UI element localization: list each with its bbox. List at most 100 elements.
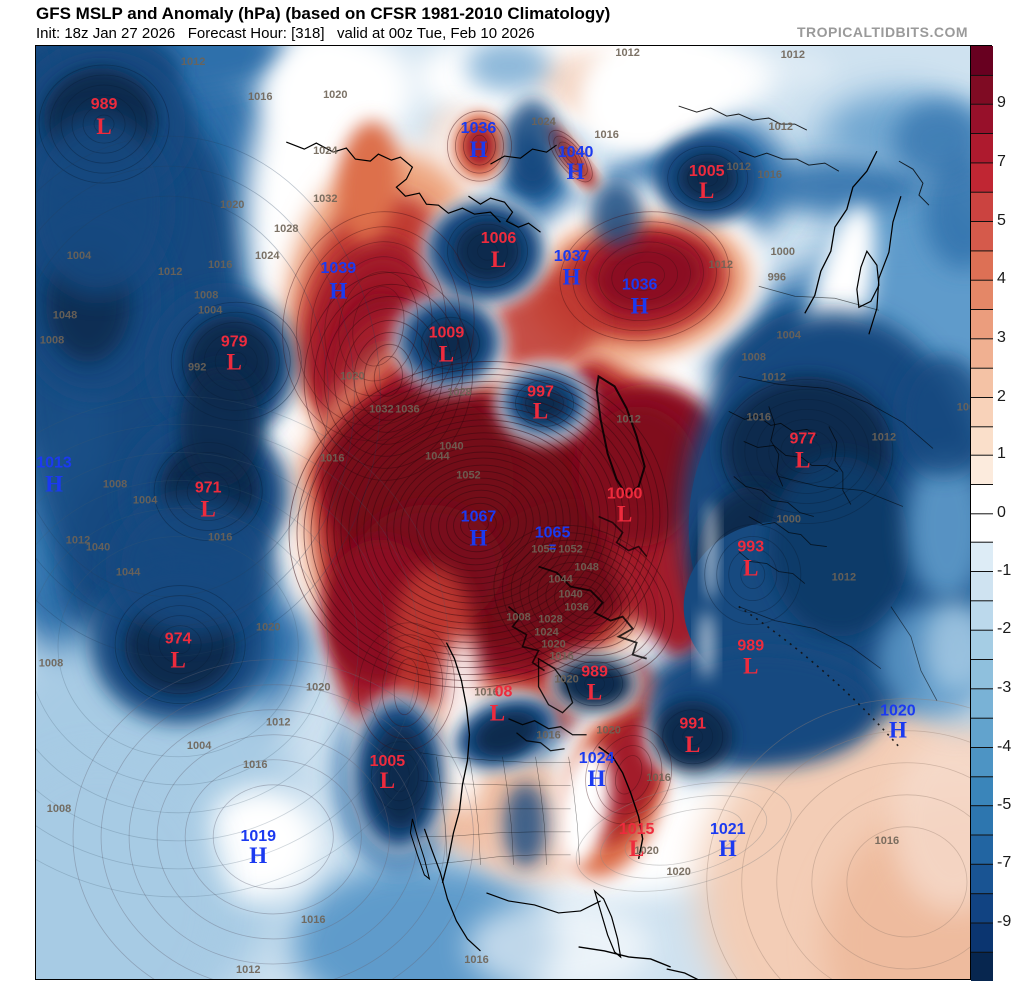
svg-text:1008: 1008 bbox=[39, 658, 63, 670]
svg-text:1040: 1040 bbox=[86, 542, 110, 554]
svg-text:H: H bbox=[45, 470, 63, 496]
svg-text:L: L bbox=[795, 446, 810, 472]
svg-text:1008: 1008 bbox=[40, 334, 64, 346]
svg-text:1032: 1032 bbox=[313, 193, 337, 205]
svg-text:1004: 1004 bbox=[133, 494, 158, 506]
svg-text:1008: 1008 bbox=[742, 351, 766, 363]
svg-text:1012: 1012 bbox=[832, 572, 856, 584]
svg-text:1039: 1039 bbox=[321, 260, 357, 277]
svg-text:1012: 1012 bbox=[615, 47, 639, 59]
svg-text:1006: 1006 bbox=[481, 230, 517, 247]
svg-text:1012: 1012 bbox=[769, 121, 793, 133]
svg-text:1016: 1016 bbox=[536, 730, 560, 742]
svg-text:L: L bbox=[227, 348, 242, 374]
svg-text:1016: 1016 bbox=[549, 651, 573, 663]
svg-text:1016: 1016 bbox=[208, 259, 232, 271]
svg-text:1008: 1008 bbox=[103, 478, 127, 490]
svg-text:1009: 1009 bbox=[429, 324, 465, 341]
svg-text:1020: 1020 bbox=[596, 725, 620, 737]
svg-text:1040: 1040 bbox=[558, 144, 594, 161]
svg-text:1012: 1012 bbox=[872, 431, 896, 443]
svg-text:L: L bbox=[490, 700, 505, 726]
svg-text:979: 979 bbox=[221, 333, 248, 350]
svg-text:1012: 1012 bbox=[158, 266, 182, 278]
svg-text:L: L bbox=[170, 647, 185, 673]
svg-text:1012: 1012 bbox=[236, 964, 260, 976]
svg-text:1028: 1028 bbox=[274, 223, 298, 235]
svg-text:1020: 1020 bbox=[554, 674, 578, 686]
svg-text:1004: 1004 bbox=[777, 329, 802, 341]
svg-text:1016: 1016 bbox=[243, 759, 267, 771]
svg-text:1024: 1024 bbox=[313, 145, 338, 157]
svg-text:1012: 1012 bbox=[66, 535, 90, 547]
svg-text:1012: 1012 bbox=[181, 56, 205, 68]
svg-text:1020: 1020 bbox=[634, 845, 658, 857]
svg-text:1013: 1013 bbox=[36, 454, 72, 471]
svg-text:1004: 1004 bbox=[198, 304, 223, 316]
svg-text:1024: 1024 bbox=[255, 250, 280, 262]
svg-text:1020: 1020 bbox=[306, 682, 330, 694]
svg-text:L: L bbox=[629, 835, 644, 861]
svg-text:1004: 1004 bbox=[67, 250, 92, 262]
svg-text:H: H bbox=[588, 765, 606, 791]
svg-text:1016: 1016 bbox=[646, 772, 670, 784]
svg-text:1016: 1016 bbox=[208, 532, 232, 544]
svg-text:H: H bbox=[631, 292, 649, 318]
svg-text:1040: 1040 bbox=[558, 589, 582, 601]
svg-text:1012: 1012 bbox=[781, 49, 805, 61]
svg-text:1008: 1008 bbox=[957, 401, 971, 413]
svg-text:1036: 1036 bbox=[622, 276, 658, 293]
svg-text:H: H bbox=[563, 263, 581, 289]
svg-text:1012: 1012 bbox=[762, 371, 786, 383]
svg-text:1056: 1056 bbox=[531, 544, 555, 556]
svg-text:1036: 1036 bbox=[564, 602, 588, 614]
svg-text:1016: 1016 bbox=[301, 914, 325, 926]
svg-text:992: 992 bbox=[188, 361, 206, 373]
svg-text:1005: 1005 bbox=[689, 163, 725, 180]
svg-text:1016: 1016 bbox=[594, 129, 618, 141]
svg-text:1048: 1048 bbox=[53, 309, 77, 321]
svg-text:1037: 1037 bbox=[554, 248, 590, 265]
svg-text:1052: 1052 bbox=[558, 544, 582, 556]
svg-text:L: L bbox=[587, 679, 602, 705]
svg-text:989: 989 bbox=[581, 664, 608, 681]
svg-text:1020: 1020 bbox=[220, 199, 244, 211]
svg-text:1052: 1052 bbox=[456, 469, 480, 481]
svg-text:1020: 1020 bbox=[666, 866, 690, 878]
svg-text:971: 971 bbox=[195, 479, 222, 496]
svg-text:993: 993 bbox=[737, 539, 764, 556]
svg-text:996: 996 bbox=[768, 271, 786, 283]
svg-text:H: H bbox=[719, 835, 737, 861]
svg-text:1067: 1067 bbox=[461, 509, 497, 526]
svg-text:1024: 1024 bbox=[534, 627, 559, 639]
svg-text:1016: 1016 bbox=[474, 687, 498, 699]
svg-text:1048: 1048 bbox=[574, 562, 598, 574]
svg-text:977: 977 bbox=[789, 430, 816, 447]
svg-text:L: L bbox=[699, 177, 714, 203]
svg-text:1019: 1019 bbox=[240, 828, 276, 845]
svg-text:1000: 1000 bbox=[777, 514, 801, 526]
svg-text:1020: 1020 bbox=[256, 622, 280, 634]
svg-text:1012: 1012 bbox=[708, 259, 732, 271]
svg-text:1008: 1008 bbox=[194, 289, 218, 301]
svg-text:1000: 1000 bbox=[607, 485, 643, 502]
svg-text:1020: 1020 bbox=[323, 89, 347, 101]
svg-text:L: L bbox=[617, 501, 632, 527]
svg-text:H: H bbox=[470, 525, 488, 551]
svg-text:1044: 1044 bbox=[548, 574, 573, 586]
svg-text:L: L bbox=[743, 555, 758, 581]
svg-text:H: H bbox=[567, 158, 585, 184]
svg-text:974: 974 bbox=[165, 631, 192, 648]
svg-text:H: H bbox=[249, 842, 267, 868]
svg-text:1016: 1016 bbox=[875, 835, 899, 847]
svg-text:1012: 1012 bbox=[266, 717, 290, 729]
svg-text:1012: 1012 bbox=[727, 161, 751, 173]
svg-text:L: L bbox=[96, 113, 111, 139]
svg-text:989: 989 bbox=[91, 96, 118, 113]
svg-text:H: H bbox=[889, 717, 907, 743]
svg-text:1021: 1021 bbox=[710, 821, 746, 838]
svg-text:L: L bbox=[685, 731, 700, 757]
svg-text:1044: 1044 bbox=[425, 450, 450, 462]
svg-text:L: L bbox=[439, 340, 454, 366]
svg-text:1015: 1015 bbox=[619, 821, 655, 838]
